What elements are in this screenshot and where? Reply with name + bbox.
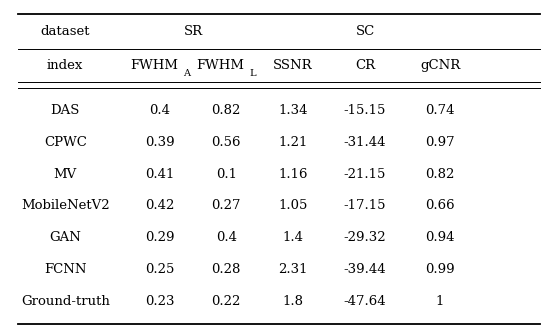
Text: 0.27: 0.27 xyxy=(211,199,241,213)
Text: 0.99: 0.99 xyxy=(425,263,455,276)
Text: 0.97: 0.97 xyxy=(425,136,455,149)
Text: 1.4: 1.4 xyxy=(282,231,304,244)
Text: 0.41: 0.41 xyxy=(145,168,174,181)
Text: 0.39: 0.39 xyxy=(145,136,175,149)
Text: DAS: DAS xyxy=(51,104,80,117)
Text: 0.42: 0.42 xyxy=(145,199,174,213)
Text: 0.28: 0.28 xyxy=(211,263,241,276)
Text: 2.31: 2.31 xyxy=(278,263,307,276)
Text: FWHM: FWHM xyxy=(130,59,178,72)
Text: -29.32: -29.32 xyxy=(344,231,386,244)
Text: -47.64: -47.64 xyxy=(344,295,386,308)
Text: 0.4: 0.4 xyxy=(216,231,237,244)
Text: -21.15: -21.15 xyxy=(344,168,386,181)
Text: -17.15: -17.15 xyxy=(344,199,386,213)
Text: -15.15: -15.15 xyxy=(344,104,386,117)
Text: CPWC: CPWC xyxy=(44,136,86,149)
Text: 0.82: 0.82 xyxy=(425,168,455,181)
Text: gCNR: gCNR xyxy=(420,59,460,72)
Text: 1.05: 1.05 xyxy=(278,199,307,213)
Text: -31.44: -31.44 xyxy=(344,136,386,149)
Text: 1.34: 1.34 xyxy=(278,104,307,117)
Text: 0.74: 0.74 xyxy=(425,104,455,117)
Text: FCNN: FCNN xyxy=(44,263,86,276)
Text: SC: SC xyxy=(355,25,374,38)
Text: index: index xyxy=(47,59,84,72)
Text: 0.66: 0.66 xyxy=(425,199,455,213)
Text: SSNR: SSNR xyxy=(273,59,312,72)
Text: 1.8: 1.8 xyxy=(282,295,304,308)
Text: 1.16: 1.16 xyxy=(278,168,307,181)
Text: 0.82: 0.82 xyxy=(211,104,241,117)
Text: SR: SR xyxy=(184,25,203,38)
Text: dataset: dataset xyxy=(41,25,90,38)
Text: MobileNetV2: MobileNetV2 xyxy=(21,199,109,213)
Text: 1: 1 xyxy=(436,295,444,308)
Text: 0.23: 0.23 xyxy=(145,295,175,308)
Text: A: A xyxy=(183,69,190,78)
Text: 0.4: 0.4 xyxy=(149,104,170,117)
Text: 0.29: 0.29 xyxy=(145,231,175,244)
Text: 0.22: 0.22 xyxy=(211,295,241,308)
Text: 0.56: 0.56 xyxy=(211,136,241,149)
Text: Ground-truth: Ground-truth xyxy=(21,295,110,308)
Text: MV: MV xyxy=(54,168,77,181)
Text: -39.44: -39.44 xyxy=(344,263,386,276)
Text: 1.21: 1.21 xyxy=(278,136,307,149)
Text: 0.94: 0.94 xyxy=(425,231,455,244)
Text: GAN: GAN xyxy=(49,231,81,244)
Text: 0.25: 0.25 xyxy=(145,263,174,276)
Text: FWHM: FWHM xyxy=(197,59,245,72)
Text: L: L xyxy=(249,69,256,78)
Text: CR: CR xyxy=(355,59,375,72)
Text: 0.1: 0.1 xyxy=(216,168,237,181)
